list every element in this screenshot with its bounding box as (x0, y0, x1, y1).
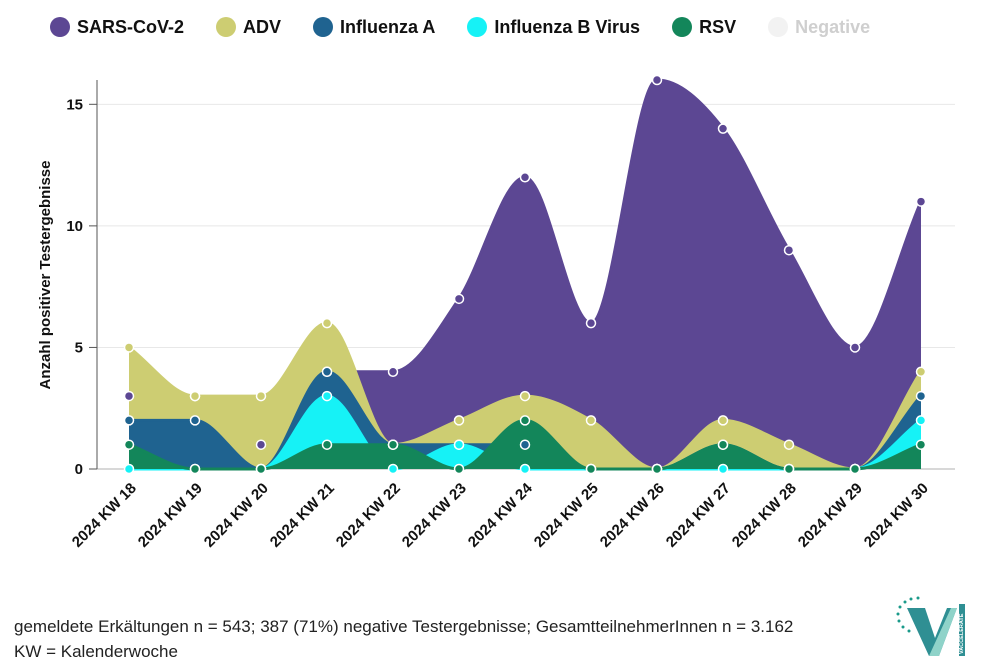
x-tick-label: 2024 KW 30 (861, 480, 932, 551)
x-tick-label: 2024 KW 29 (795, 480, 866, 551)
vaccelerate-logo: VACCELERATE (893, 594, 969, 660)
legend-swatch (768, 17, 789, 37)
chart-legend: SARS-CoV-2 ADV Influenza A Influenza B Viru… (50, 12, 902, 42)
point-adv (321, 317, 333, 329)
point-sars-cov-2 (915, 196, 927, 207)
y-tick-label: 0 (75, 461, 83, 478)
series-layer (128, 78, 923, 471)
point-sars-cov-2 (453, 293, 465, 305)
point-adv (915, 366, 927, 377)
x-tick-label: 2024 KW 22 (333, 480, 404, 551)
x-tick-label: 2024 KW 19 (135, 480, 206, 551)
legend-label: Influenza A (340, 16, 436, 37)
legend-item-influenza-a[interactable]: Influenza A (313, 17, 435, 38)
x-tick-label: 2024 KW 21 (267, 480, 338, 551)
legend-item-influenza-b-virus[interactable]: Influenza B Virus (467, 17, 640, 38)
legend-item-sars-cov-2[interactable]: SARS-CoV-2 (50, 17, 184, 38)
x-tick-label: 2024 KW 25 (531, 480, 602, 551)
point-rsv (321, 439, 333, 450)
x-tick-label: 2024 KW 24 (465, 479, 536, 550)
point-adv (519, 390, 531, 402)
point-influenza-b-virus (387, 463, 399, 475)
point-sars-cov-2 (783, 244, 795, 256)
point-rsv (585, 463, 597, 475)
point-influenza-b-virus (519, 463, 531, 475)
point-influenza-a (123, 415, 135, 426)
point-adv (123, 342, 135, 353)
point-sars-cov-2 (651, 74, 663, 86)
point-adv (255, 390, 267, 402)
y-tick-label: 10 (66, 218, 83, 235)
point-rsv (387, 439, 399, 450)
point-adv (189, 390, 201, 402)
legend-label: SARS-CoV-2 (77, 16, 185, 37)
point-influenza-a (915, 390, 927, 402)
x-tick-label: 2024 KW 20 (201, 480, 272, 551)
x-tick-label: 2024 KW 27 (663, 480, 734, 551)
point-sars-cov-2 (123, 390, 135, 402)
point-influenza-b-virus (915, 415, 927, 426)
point-influenza-b-virus (123, 463, 135, 475)
x-tick-label: 2024 KW 26 (597, 480, 668, 551)
footer-note: gemeldete Erkältungen n = 543; 387 (71%)… (14, 614, 793, 664)
point-sars-cov-2 (255, 439, 267, 450)
points-layer (123, 74, 927, 475)
point-rsv (189, 463, 201, 475)
point-sars-cov-2 (717, 123, 729, 134)
point-sars-cov-2 (849, 342, 861, 353)
point-adv (453, 415, 465, 426)
point-rsv (519, 415, 531, 426)
point-sars-cov-2 (585, 317, 597, 329)
point-rsv (255, 463, 267, 475)
point-sars-cov-2 (519, 172, 531, 183)
point-rsv (849, 463, 861, 475)
point-influenza-a (189, 415, 201, 426)
legend-swatch (467, 17, 488, 37)
point-influenza-b-virus (717, 463, 729, 475)
legend-label: RSV (699, 16, 737, 37)
point-influenza-a (321, 366, 333, 377)
point-adv (783, 439, 795, 450)
legend-label: Negative (795, 16, 871, 37)
legend-item-negative[interactable]: Negative (768, 17, 870, 38)
legend-item-adv[interactable]: ADV (216, 17, 281, 38)
point-adv (717, 415, 729, 426)
point-influenza-a (519, 439, 531, 450)
legend-swatch (672, 17, 693, 37)
legend-swatch (50, 17, 70, 37)
point-rsv (783, 463, 795, 475)
footer-line-2: KW = Kalenderwoche (14, 642, 178, 661)
x-tick-label: 2024 KW 23 (399, 480, 470, 551)
y-tick-label: 15 (66, 96, 83, 113)
point-rsv (453, 463, 465, 475)
footer-line-1: gemeldete Erkältungen n = 543; 387 (71%)… (14, 617, 794, 636)
point-adv (585, 415, 597, 426)
point-influenza-b-virus (321, 390, 333, 402)
point-rsv (717, 439, 729, 450)
legend-item-rsv[interactable]: RSV (672, 17, 736, 38)
legend-swatch (216, 17, 237, 37)
y-tick-label: 5 (75, 339, 83, 356)
point-rsv (651, 463, 663, 475)
point-rsv (915, 439, 927, 450)
logo-text: VACCELERATE (959, 613, 965, 654)
x-tick-label: 2024 KW 28 (729, 480, 800, 551)
y-axis-label: Anzahl positiver Testergebnisse (37, 161, 54, 390)
point-influenza-b-virus (453, 439, 465, 450)
point-sars-cov-2 (387, 366, 399, 377)
legend-label: Influenza B Virus (494, 16, 641, 37)
legend-label: ADV (243, 16, 282, 37)
legend-swatch (313, 17, 334, 37)
point-rsv (123, 439, 135, 450)
x-tick-label: 2024 KW 18 (69, 480, 140, 551)
